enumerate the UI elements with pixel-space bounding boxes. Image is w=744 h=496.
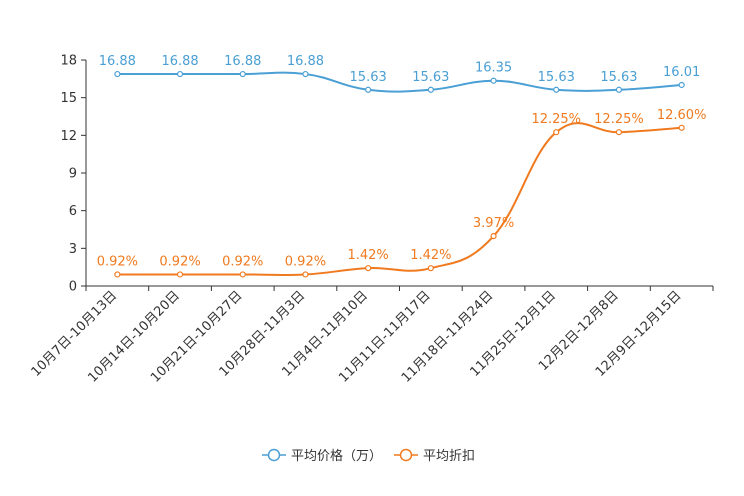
data-point [490, 233, 497, 240]
legend-marker-icon [399, 448, 413, 462]
data-point [553, 129, 560, 136]
data-point [365, 265, 372, 272]
y-tick-label: 18 [60, 54, 77, 69]
data-point [365, 86, 372, 93]
y-tick-label: 6 [69, 204, 77, 219]
data-label: 1.42% [410, 248, 451, 263]
series-2: 0.92% 0.92% 0.92% 0.92% 1.42% 1.42% 3.97% 12.25… [97, 108, 707, 278]
data-label: 15.63 [350, 70, 387, 85]
data-point [176, 70, 184, 78]
data-point [239, 271, 246, 278]
data-label: 15.63 [538, 70, 575, 85]
y-tick-label: 0 [69, 280, 77, 295]
data-point [114, 70, 121, 78]
data-label: 1.42% [347, 248, 388, 263]
chart-axes: 036912151810月7日-10月13日10月14日-10月20日10月21… [29, 54, 714, 386]
data-point [678, 81, 685, 89]
data-label: 3.97% [473, 216, 514, 231]
data-label: 12.25% [594, 112, 644, 127]
data-label: 15.63 [412, 70, 449, 85]
series-line [117, 122, 682, 277]
data-label: 12.60% [657, 108, 707, 123]
series-layer: 16.88 16.88 16.88 16.88 15.63 15.63 16.35 15.63… [97, 54, 707, 278]
series-line [117, 71, 682, 93]
data-point [427, 86, 434, 93]
data-label: 16.01 [663, 65, 700, 80]
data-point [114, 271, 121, 278]
data-point [490, 77, 497, 84]
legend-label: 平均折扣 [423, 449, 475, 464]
data-label: 16.35 [475, 61, 512, 76]
data-point [427, 265, 434, 272]
data-point [615, 129, 623, 136]
chart-legend[interactable]: 平均价格（万） 平均折扣 [262, 448, 475, 464]
data-label: 0.92% [159, 254, 200, 269]
legend-item-2[interactable]: 平均折扣 [394, 448, 475, 464]
y-tick-label: 9 [69, 167, 77, 182]
data-point [302, 271, 309, 278]
data-label: 12.25% [531, 112, 581, 127]
data-label: 0.92% [285, 254, 326, 269]
data-point [678, 124, 685, 131]
legend-label: 平均价格（万） [291, 448, 382, 464]
data-point [176, 271, 184, 278]
data-label: 0.92% [97, 254, 138, 269]
legend-marker-icon [267, 448, 281, 462]
data-label: 16.88 [99, 54, 136, 69]
data-label: 16.88 [161, 54, 198, 69]
series-1: 16.88 16.88 16.88 16.88 15.63 15.63 16.35 15.63… [99, 54, 700, 93]
data-label: 15.63 [600, 70, 637, 85]
data-point [302, 70, 309, 78]
data-point [553, 86, 560, 93]
y-tick-label: 15 [60, 91, 77, 106]
data-point [615, 86, 623, 93]
data-point [239, 70, 246, 78]
y-tick-label: 12 [60, 129, 77, 144]
y-tick-label: 3 [69, 242, 77, 257]
data-label: 0.92% [222, 254, 263, 269]
data-label: 16.88 [287, 54, 324, 69]
legend-item-1[interactable]: 平均价格（万） [262, 448, 382, 464]
data-label: 16.88 [224, 54, 261, 69]
